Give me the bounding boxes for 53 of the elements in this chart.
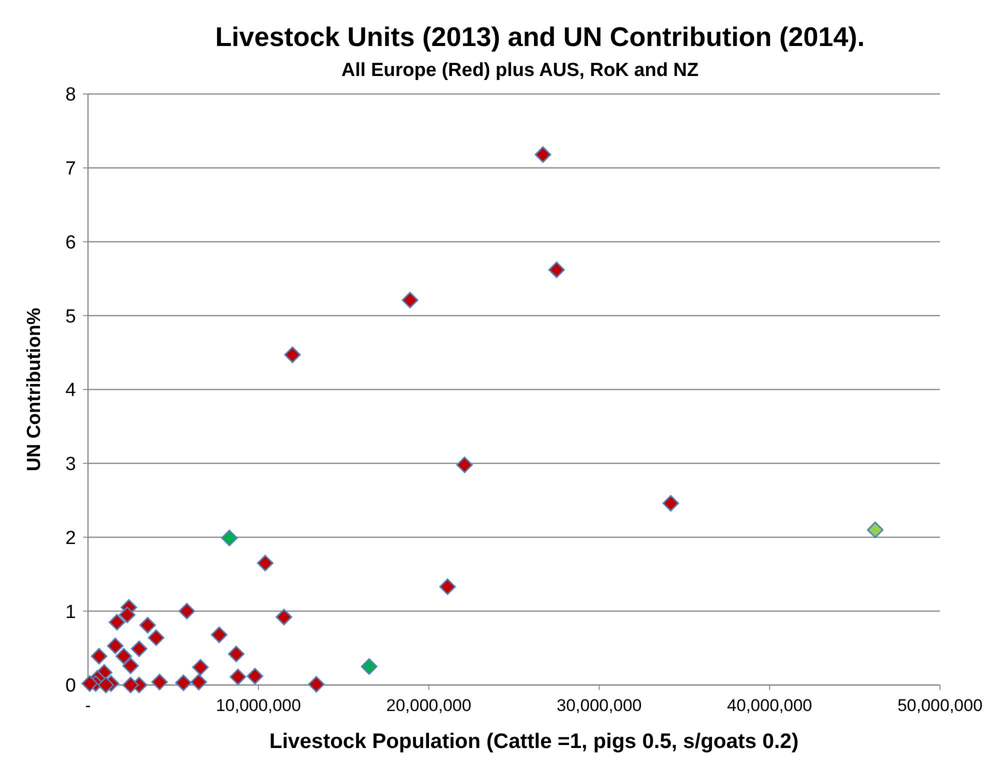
x-tick-label: 40,000,000 [727,696,812,715]
point [139,616,156,634]
point [175,674,192,692]
point [118,606,136,624]
point [122,658,139,674]
point [116,648,132,664]
y-axis-title: UN Contribution% [24,308,45,472]
point [178,602,196,620]
y-tick-label: 3 [65,454,76,476]
y-tick-label: 2 [65,528,76,549]
y-tick-label: 1 [65,602,76,623]
x-tick-label: 20,000,000 [386,696,472,715]
point [867,522,884,538]
point [192,659,209,676]
y-tick-label: 7 [65,158,76,180]
x-tick-label: 50,000,000 [897,696,983,715]
point [98,676,114,694]
point [151,674,168,690]
point [548,262,565,278]
point [308,676,325,693]
point [190,674,208,690]
y-tick-label: 0 [65,676,76,697]
point [107,638,124,654]
point [256,554,274,572]
x-tick-label: - [85,696,91,715]
point [534,146,552,163]
point [148,629,164,646]
point [108,614,126,630]
point [122,676,139,694]
point [662,495,680,512]
y-tick-label: 8 [65,84,76,106]
x-tick-label: 30,000,000 [556,696,642,715]
point [228,646,244,662]
point [130,640,148,658]
x-axis-title: Livestock Population (Cattle =1, pigs 0.5, s/goats 0.2) [269,730,799,753]
point [456,456,473,474]
point [221,530,238,546]
y-tick-label: 4 [65,380,76,402]
x-tick-label: 10,000,000 [216,696,301,715]
y-tick-label: 5 [65,306,76,328]
point [210,626,228,644]
chart-subtitle: All Europe (Red) plus AUS, RoK and NZ [341,60,699,81]
point [439,578,456,595]
point [402,292,418,308]
point [246,668,264,684]
y-tick-label: 6 [65,232,76,254]
point [230,668,246,686]
point [90,648,108,664]
chart-title: Livestock Units (2013) and UN Contribution (2014). [215,22,865,52]
point [284,346,301,364]
point [81,675,98,692]
point [276,608,292,626]
point [360,658,378,675]
